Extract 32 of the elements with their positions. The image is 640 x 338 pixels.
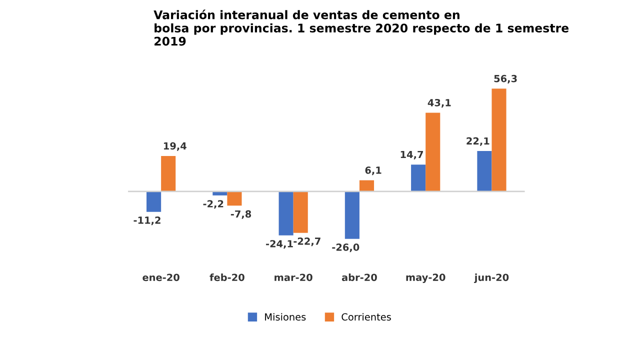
data-label: -26,0 [332,244,360,252]
bar [146,191,162,212]
bar [477,151,492,192]
data-label: 14,7 [400,150,423,160]
bar [227,191,242,206]
data-label: 22,1 [466,137,490,146]
bar [426,112,440,192]
data-label: 43,1 [428,98,451,108]
legend-label: Corrientes [342,313,391,321]
x-tick-label: abr-20 [342,274,377,282]
bar [492,88,506,192]
x-tick-label: mar-20 [274,274,312,282]
bar [161,156,176,192]
x-tick-label: may-20 [406,274,446,283]
data-label: -11,2 [134,216,160,226]
chart-title: Variación interanual de ventas de cemento en bolsa por provincias. 1 semestre 2020 respecto de 1 semestre 2019 [154,10,569,46]
bar [359,180,374,192]
data-label: -2,2 [203,200,224,209]
bar [411,164,426,192]
x-tick-label: ene-20 [142,274,180,282]
data-label: 56,3 [494,74,517,84]
data-label: -22,7 [294,238,320,246]
bar [293,191,308,233]
bar [344,191,360,239]
bar [278,191,294,236]
data-label: 19,4 [164,142,186,151]
x-tick-label: jun-20 [474,274,509,284]
data-label: -7,8 [230,210,252,219]
data-label: 6,1 [365,166,382,176]
x-tick-label: feb-20 [210,274,244,282]
legend-label: Misiones [265,313,306,321]
data-label: -24,1 [266,240,293,249]
